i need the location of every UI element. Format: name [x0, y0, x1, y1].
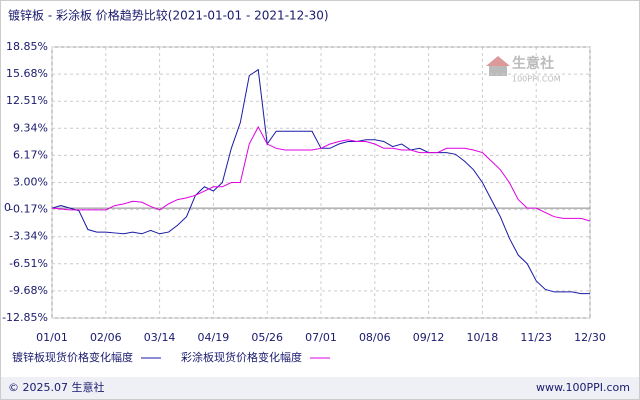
y-tick-label: 12.51% — [6, 94, 48, 107]
x-tick-label: 09/12 — [413, 331, 445, 344]
footer-right: www.100PPI.com — [536, 381, 630, 394]
watermark-text: 生意社 — [512, 55, 554, 72]
y-tick-label: -0.17% — [9, 203, 48, 216]
legend-label: 彩涂板现货价格变化幅度 — [181, 350, 302, 364]
chart-title: 镀锌板 - 彩涂板 价格趋势比较(2021-01-01 - 2021-12-30… — [8, 8, 329, 23]
x-tick-label: 08/06 — [359, 331, 391, 344]
y-tick-label: 3.00% — [13, 176, 48, 189]
x-tick-label: 11/23 — [520, 331, 552, 344]
watermark-icon — [486, 56, 510, 66]
footer-left: © 2025.07 生意社 — [8, 380, 104, 394]
y-tick-label: 6.17% — [13, 148, 48, 161]
legend-label: 镀锌板现货价格变化幅度 — [12, 350, 133, 364]
y-tick-label: -9.68% — [9, 284, 48, 297]
x-tick-label: 12/30 — [574, 331, 606, 344]
watermark-icon — [489, 66, 507, 76]
x-tick-label: 07/01 — [305, 331, 337, 344]
y-tick-label: 15.68% — [6, 67, 48, 80]
series-line — [51, 125, 591, 222]
zero-label: 0 — [4, 201, 11, 214]
y-tick-label: -3.34% — [9, 230, 48, 243]
y-tick-label: 18.85% — [6, 40, 48, 53]
y-tick-label: 9.34% — [13, 121, 48, 134]
x-tick-label: 05/26 — [251, 331, 283, 344]
x-tick-label: 03/14 — [144, 331, 176, 344]
y-tick-label: -12.85% — [2, 311, 48, 324]
x-tick-label: 10/18 — [467, 331, 499, 344]
x-tick-label: 04/19 — [198, 331, 230, 344]
footer-band — [1, 377, 639, 399]
x-tick-label: 01/01 — [36, 331, 68, 344]
y-tick-label: -6.51% — [9, 257, 48, 270]
x-tick-label: 02/06 — [90, 331, 122, 344]
